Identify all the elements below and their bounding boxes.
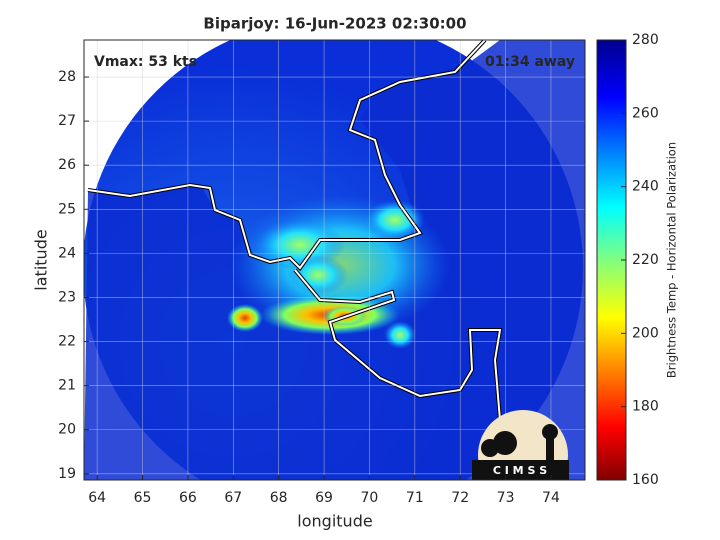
colorbar-label: Brightness Temp - Horizontal Polarizatio… xyxy=(665,142,679,378)
y-tick-label: 21 xyxy=(58,378,76,394)
x-tick-label: 74 xyxy=(542,490,560,506)
x-tick-label: 73 xyxy=(497,490,515,506)
cimss-logo: C I M S S xyxy=(472,410,569,480)
plot-frame xyxy=(83,39,586,481)
y-tick-label: 20 xyxy=(58,422,76,438)
y-tick-label: 24 xyxy=(58,245,76,261)
x-tick-label: 65 xyxy=(134,490,152,506)
y-tick-label: 27 xyxy=(58,113,76,129)
time-away-label: 01:34 away xyxy=(485,54,575,70)
x-tick-label: 72 xyxy=(451,490,469,506)
y-tick-label: 19 xyxy=(58,466,76,482)
y-tick-label: 25 xyxy=(58,201,76,217)
y-tick-label: 22 xyxy=(58,334,76,350)
colorbar-tick-label: 220 xyxy=(632,252,659,268)
y-tick-label: 23 xyxy=(58,289,76,305)
vmax-label: Vmax: 53 kts xyxy=(94,54,197,70)
x-tick-label: 71 xyxy=(406,490,424,506)
coastline xyxy=(87,40,502,421)
y-axis-label: latitude xyxy=(32,229,51,290)
x-tick-label: 64 xyxy=(88,490,106,506)
logo-text: C I M S S xyxy=(493,464,547,477)
chart-title: Biparjoy: 16-Jun-2023 02:30:00 xyxy=(203,15,466,33)
x-tick-label: 69 xyxy=(315,490,333,506)
x-tick-label: 66 xyxy=(179,490,197,506)
colorbar-tick-label: 260 xyxy=(632,105,659,121)
colorbar-tick-label: 240 xyxy=(632,179,659,195)
colorbar-tick-label: 200 xyxy=(632,325,659,341)
x-axis-label: longitude xyxy=(297,512,372,531)
x-tick-label: 67 xyxy=(224,490,242,506)
x-tick-label: 68 xyxy=(270,490,288,506)
y-tick-label: 26 xyxy=(58,157,76,173)
colorbar-tick-label: 160 xyxy=(632,472,659,488)
y-tick-label: 28 xyxy=(58,69,76,85)
colorbar-tick-label: 280 xyxy=(632,32,659,48)
x-tick-label: 70 xyxy=(361,490,379,506)
colorbar-tick-label: 180 xyxy=(632,399,659,415)
